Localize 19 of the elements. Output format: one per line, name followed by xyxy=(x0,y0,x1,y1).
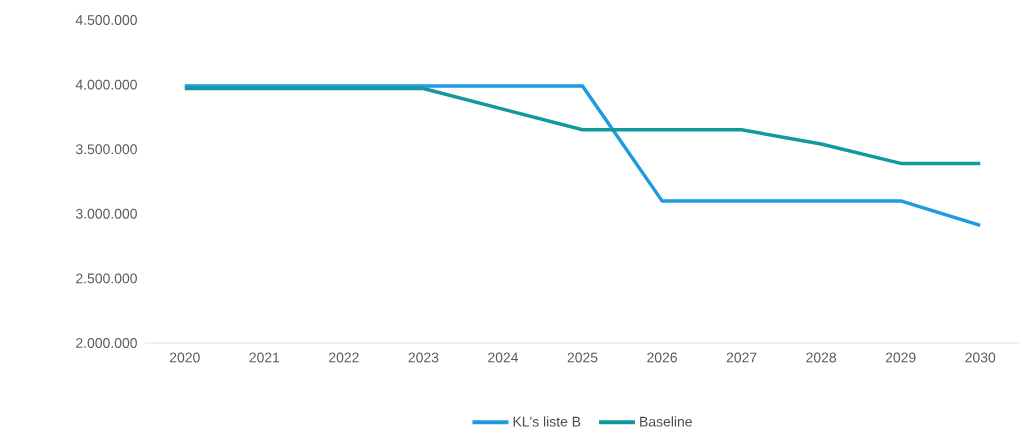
y-tick-label: 2.000.000 xyxy=(76,338,137,348)
x-tick-label: 2022 xyxy=(329,352,359,363)
y-tick-label: 4.500.000 xyxy=(75,15,137,25)
x-tick-label: 2020 xyxy=(169,352,200,363)
x-tick-label: 2024 xyxy=(488,352,519,363)
x-tick-label: 2025 xyxy=(567,352,598,363)
x-tick-label: 2030 xyxy=(965,352,996,363)
y-tick-label: 3.000.000 xyxy=(75,208,137,219)
y-tick-label: 4.000.000 xyxy=(75,79,137,90)
x-tick-label: 2021 xyxy=(249,352,280,363)
y-tick-label: 2.500.000 xyxy=(76,273,137,284)
y-tick-label: 3.500.000 xyxy=(75,144,137,155)
x-tick-label: 2027 xyxy=(726,352,757,363)
x-tick-label: 2029 xyxy=(885,352,916,363)
x-tick-label: 2023 xyxy=(408,352,439,363)
x-tick-label: 2026 xyxy=(647,352,677,363)
legend-label: KL's liste B xyxy=(513,416,581,427)
x-tick-label: 2028 xyxy=(806,352,837,363)
legend-label: Baseline xyxy=(640,416,692,427)
